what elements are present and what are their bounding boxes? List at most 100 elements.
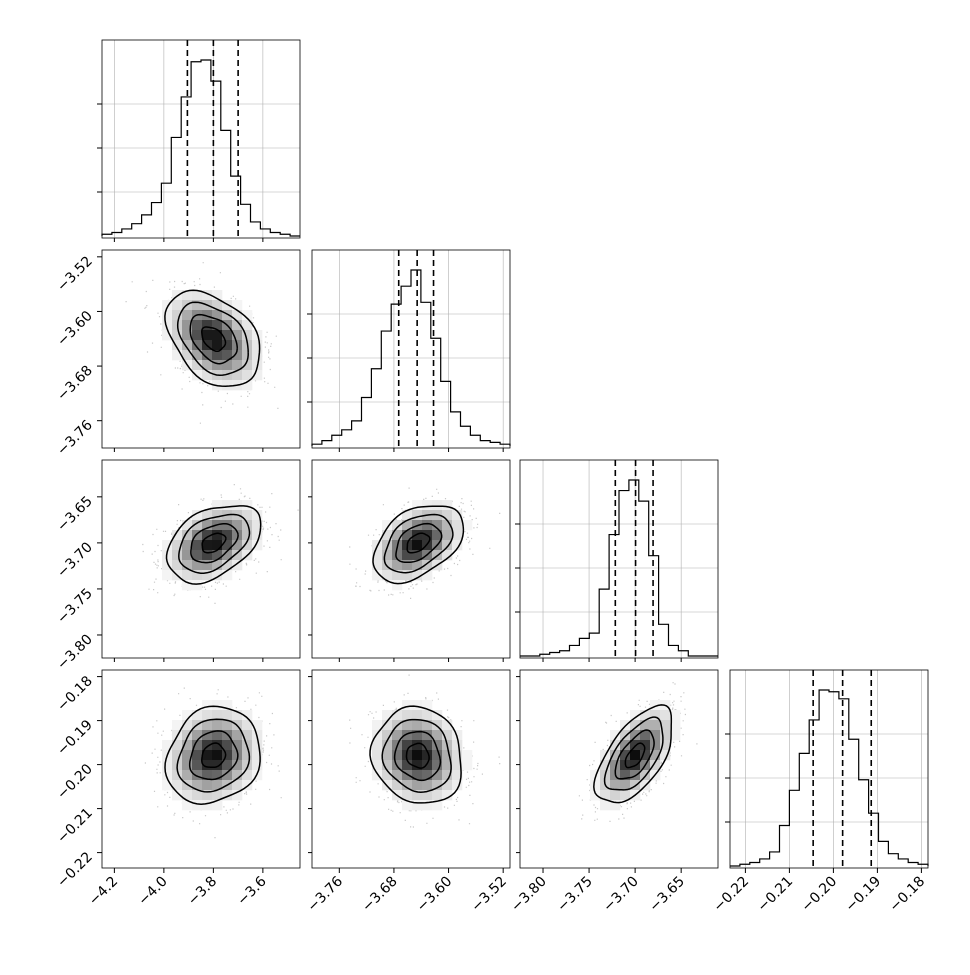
density-cell [630,750,641,761]
density-cell [182,800,193,811]
density-cell [182,580,193,591]
density-cell [650,720,661,731]
density-cell [252,350,263,361]
density-cell [402,790,413,801]
density-cell [432,790,443,801]
density-cell [212,570,223,581]
density-cell [670,720,681,731]
density-cell [232,310,243,321]
x-tick-label: −4.0 [135,874,170,909]
density-cell [202,710,213,721]
density-cell [162,330,173,341]
density-cell [442,760,453,771]
density-cell [242,770,253,781]
contour-line [164,705,261,805]
density-cell [432,710,443,721]
x-tick-label: −0.22 [711,874,753,916]
density-cell [432,760,443,771]
density-cell [222,560,233,571]
density-cell [252,530,263,541]
density-cell [432,740,443,751]
density-cell [242,730,253,741]
density-cell [232,780,243,791]
panel-content [349,674,501,828]
contour-line [624,742,646,769]
density-cell [452,740,463,751]
density-cell [192,730,203,741]
density-cell [412,730,423,741]
density-cell [212,510,223,521]
density-cell [212,350,223,361]
density-cell [432,520,443,531]
density-cell [442,520,453,531]
density-cell [202,320,213,331]
density-cell [412,720,423,731]
density-cell [192,320,203,331]
density-cell [212,730,223,741]
density-cell [610,800,621,811]
density-cell [610,740,621,751]
density-cell [620,730,631,741]
density-cell [442,500,453,511]
density-cell [392,730,403,741]
density-cell [382,530,393,541]
density-cell [620,770,631,781]
histogram-panel-1 [307,249,511,449]
density-cell [650,760,661,771]
density-cell [212,710,223,721]
density-cell [172,560,183,571]
density-cell [202,550,213,561]
density-cell [182,560,193,571]
density-cell [242,510,253,521]
density-cell [412,710,423,721]
panel-frame [311,669,511,869]
density-cell [192,360,203,371]
density-cell [392,560,403,571]
density-cell [192,770,203,781]
density-cell [212,360,223,371]
density-cell [630,720,641,731]
density-cell [660,720,671,731]
density-cell [252,370,263,381]
density-cell [252,510,263,521]
density-cell [172,740,183,751]
density-cell [172,540,183,551]
x-tick-label: −3.8 [185,874,220,909]
density-cell [640,710,651,721]
density-cell [422,770,433,781]
density-cell [412,700,423,711]
density-cell [392,780,403,791]
density-cell [442,750,453,761]
density-cell [202,790,213,801]
density-cell [222,380,233,391]
density-cell [242,350,253,361]
density-cell [162,780,173,791]
density-cell [242,540,253,551]
density-cell [412,800,423,811]
density-cell [242,330,253,341]
density-cell [442,730,453,741]
density-cell [222,310,233,321]
density-cell [212,780,223,791]
density-cell [422,780,433,791]
contour-line [178,513,251,574]
density-cell [232,710,243,721]
density-cell [402,700,413,711]
contour-line [176,301,249,377]
density-cell [382,770,393,781]
density-cell [172,790,183,801]
density-cell [452,510,463,521]
density-cell [620,780,631,791]
density-cell [242,720,253,731]
density-cell [182,720,193,731]
density-cell [192,340,203,351]
density-cell [222,720,233,731]
density-cell [232,790,243,801]
density-cell [222,710,233,721]
density-panel-2-0 [101,459,301,659]
density-cell [242,520,253,531]
density-cell [182,730,193,741]
density-cell [172,300,183,311]
panel-frame [101,669,301,869]
density-cell [422,520,433,531]
